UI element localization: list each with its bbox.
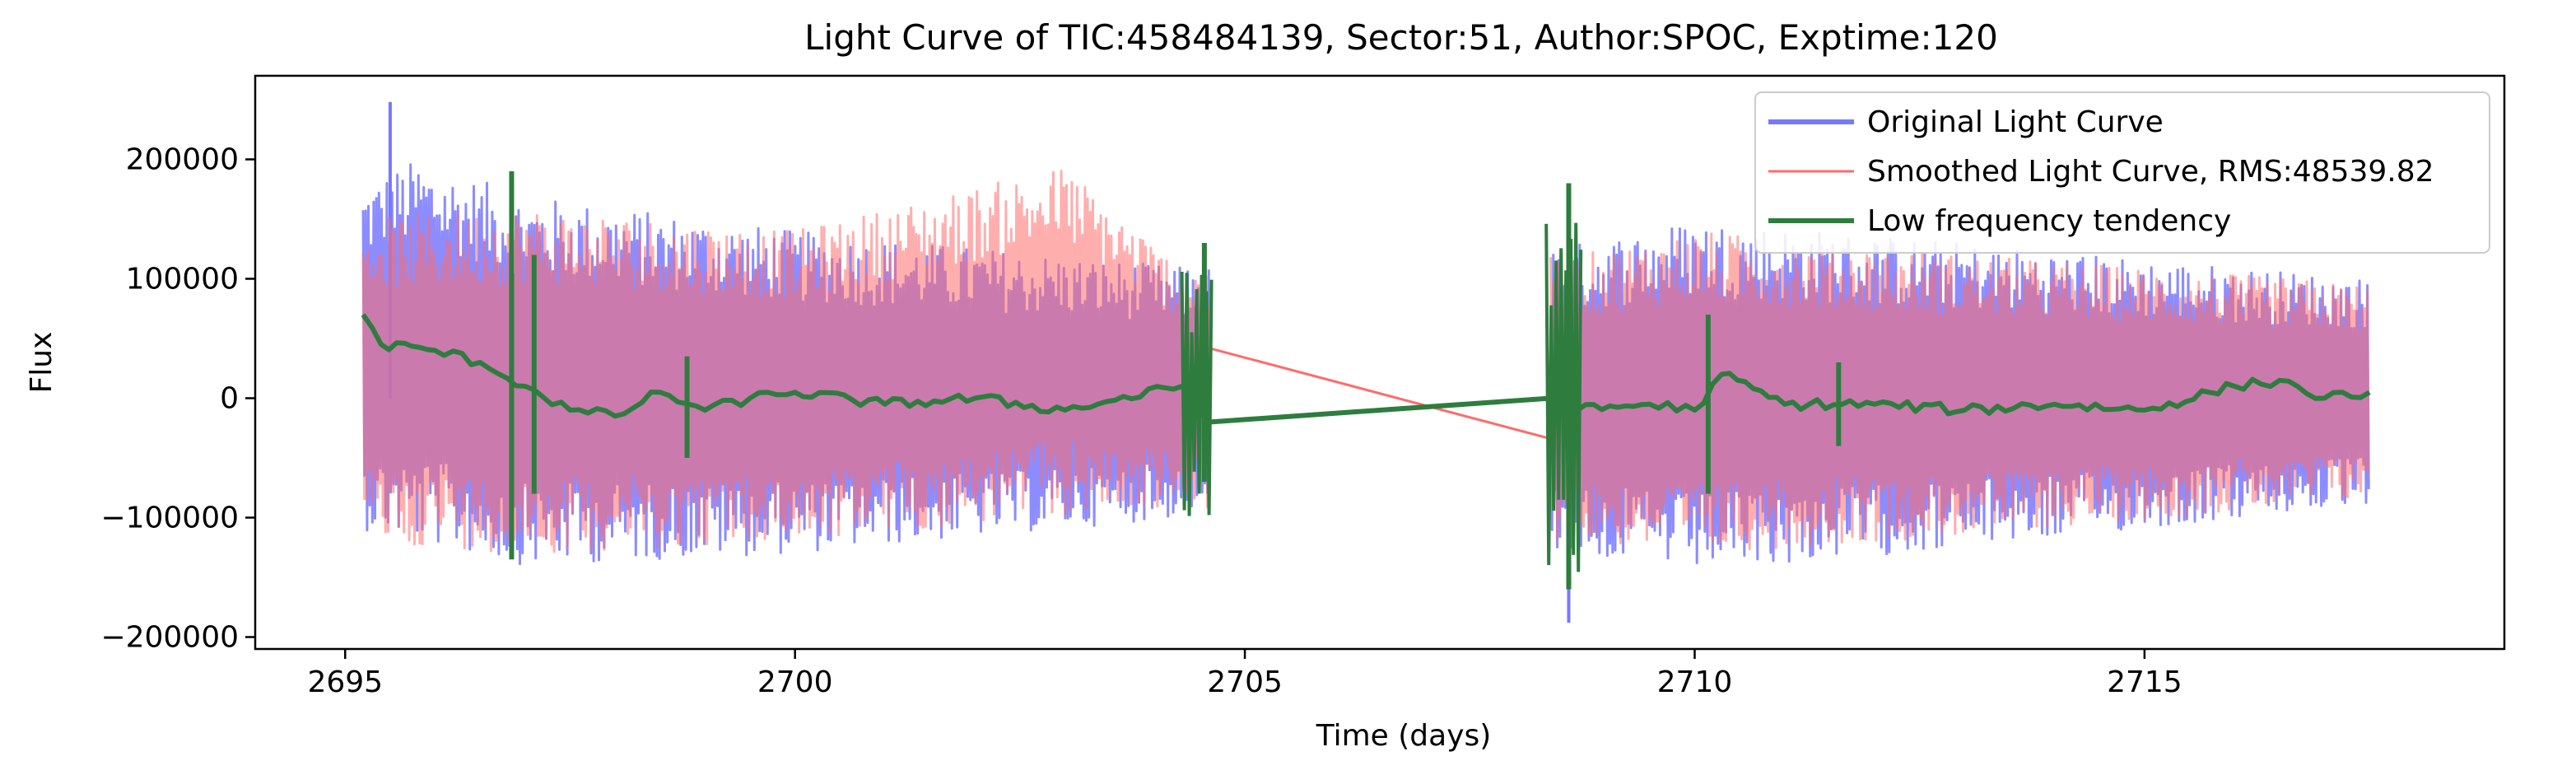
y-tick-label: 0 [220,382,239,416]
plot-area-frame [254,74,2506,651]
chart-title: Light Curve of TIC:458484139, Sector:51,… [804,17,1998,58]
x-tick-label: 2700 [757,665,833,699]
x-tick-label: 2695 [307,665,383,699]
x-tick-label: 2710 [1657,665,1733,699]
x-tick-label: 2705 [1207,665,1283,699]
legend-label-original: Original Light Curve [1867,105,2164,139]
series-low-frequency-tendency [361,171,2371,590]
y-tick-label: 100000 [126,263,239,296]
y-tick-label: −200000 [100,621,239,655]
legend-label-smoothed: Smoothed Light Curve, RMS:48539.82 [1867,155,2434,189]
legend-frame [1754,91,2490,254]
series-smoothed [361,170,2370,553]
legend: Original Light Curve Smoothed Light Curv… [1754,91,2490,254]
y-axis: −200000 −100000 0 100000 200000 [100,143,255,655]
y-axis-label: Flux [25,332,58,394]
y-tick-label: −100000 [100,502,239,535]
x-tick-label: 2715 [2107,665,2182,699]
y-tick-label: 200000 [126,143,239,177]
x-axis: 2695 2700 2705 2710 2715 [307,649,2182,699]
x-axis-label: Time (days) [1316,719,1492,753]
legend-label-trend: Low frequency tendency [1867,204,2231,238]
